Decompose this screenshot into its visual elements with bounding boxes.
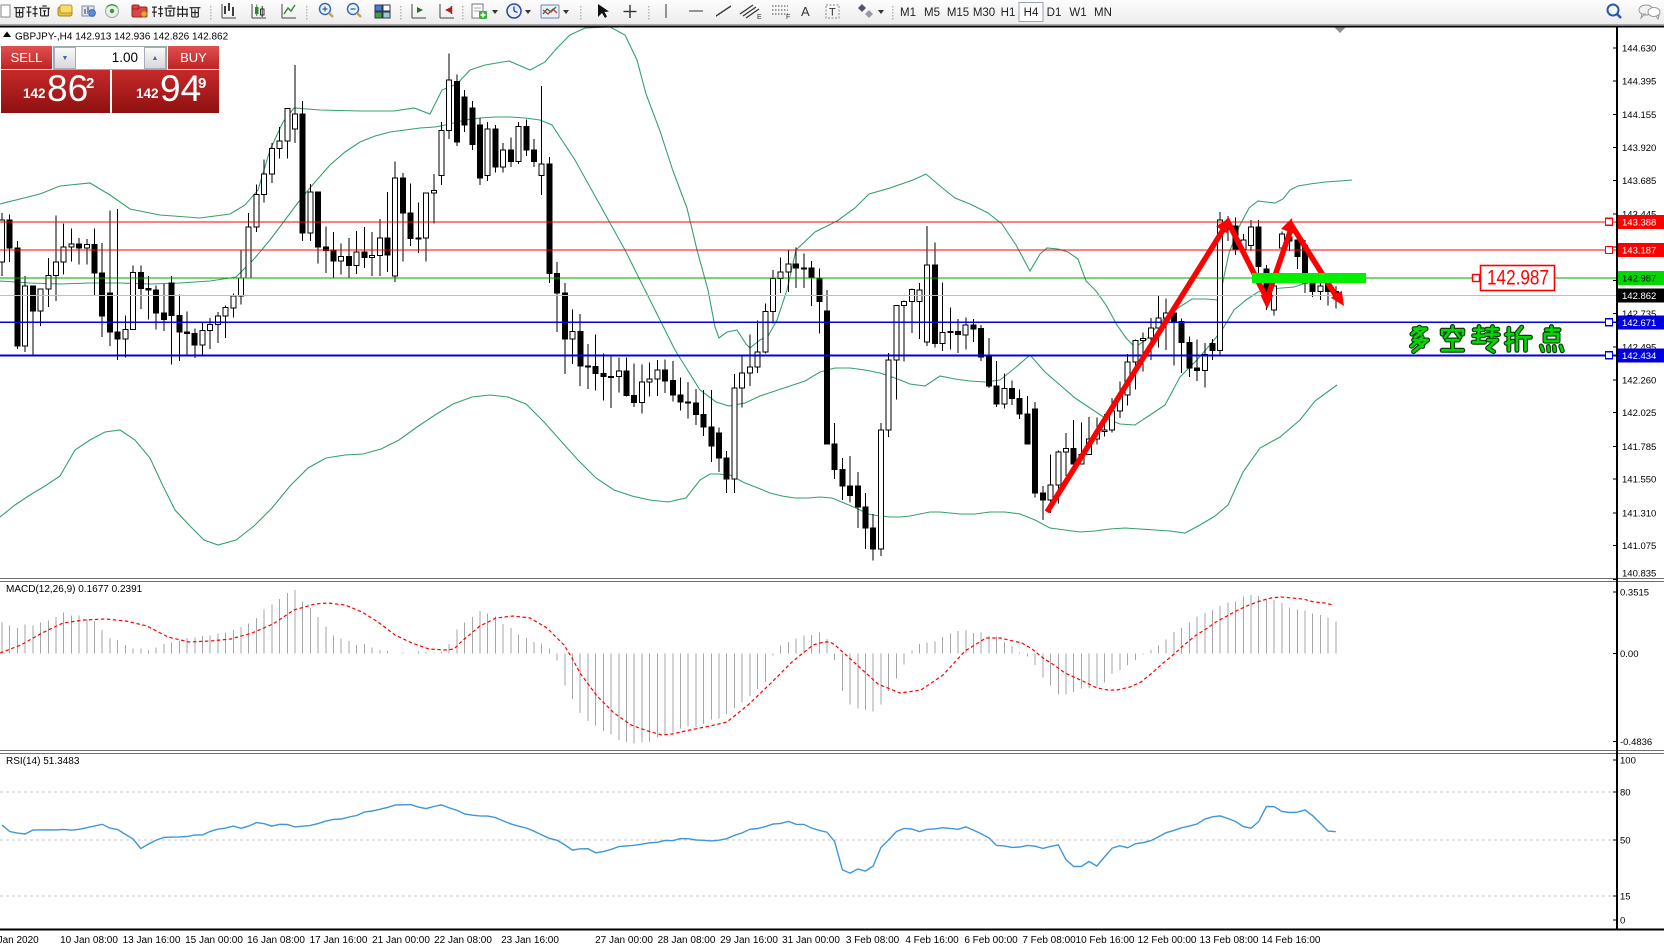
svg-text:H1: H1	[1001, 7, 1016, 19]
svg-text:142.260: 142.260	[1622, 375, 1656, 386]
svg-text:M1: M1	[900, 7, 916, 19]
svg-text:100: 100	[1620, 756, 1636, 767]
svg-text:28 Jan 08:00: 28 Jan 08:00	[658, 935, 716, 946]
svg-text:E: E	[757, 14, 762, 21]
svg-text:10 Jan 08:00: 10 Jan 08:00	[60, 935, 118, 946]
svg-text:31 Jan 00:00: 31 Jan 00:00	[782, 935, 840, 946]
svg-text:141.550: 141.550	[1622, 475, 1656, 486]
svg-text:142.987: 142.987	[1622, 274, 1656, 285]
svg-text:10 Feb 16:00: 10 Feb 16:00	[1076, 935, 1135, 946]
svg-text:141.310: 141.310	[1622, 508, 1656, 519]
svg-text:F: F	[786, 14, 790, 21]
svg-text:142.735: 142.735	[1622, 309, 1656, 320]
svg-text:142.862: 142.862	[1622, 291, 1656, 302]
svg-text:0: 0	[1620, 916, 1625, 927]
svg-text:143.685: 143.685	[1622, 176, 1656, 187]
svg-text:141.075: 141.075	[1622, 541, 1656, 552]
svg-text:143.920: 143.920	[1622, 143, 1656, 154]
svg-text:4 Feb 16:00: 4 Feb 16:00	[905, 935, 959, 946]
svg-text:3 Feb 08:00: 3 Feb 08:00	[846, 935, 900, 946]
svg-text:M30: M30	[973, 7, 995, 19]
svg-text:23 Jan 16:00: 23 Jan 16:00	[501, 935, 559, 946]
svg-text:H4: H4	[1024, 7, 1039, 19]
svg-text:15: 15	[1620, 892, 1631, 903]
svg-text:143.187: 143.187	[1622, 246, 1656, 257]
svg-text:12 Feb 00:00: 12 Feb 00:00	[1138, 935, 1197, 946]
svg-text:142.025: 142.025	[1622, 408, 1656, 419]
svg-text:144.395: 144.395	[1622, 76, 1656, 87]
svg-text:142.987: 142.987	[1487, 267, 1549, 290]
svg-text:140.835: 140.835	[1622, 569, 1656, 580]
svg-text:-0.4836: -0.4836	[1620, 737, 1652, 748]
svg-text:M15: M15	[947, 7, 969, 19]
svg-text:142.671: 142.671	[1622, 318, 1656, 329]
svg-text:13 Jan 16:00: 13 Jan 16:00	[123, 935, 181, 946]
svg-text:0.3515: 0.3515	[1620, 588, 1649, 599]
svg-text:0.00: 0.00	[1620, 649, 1639, 660]
svg-text:M5: M5	[924, 7, 940, 19]
svg-text:MN: MN	[1094, 7, 1112, 19]
svg-text:17 Jan 16:00: 17 Jan 16:00	[310, 935, 368, 946]
svg-text:142.434: 142.434	[1622, 351, 1656, 362]
svg-text:RSI(14) 51.3483: RSI(14) 51.3483	[6, 756, 80, 767]
svg-text:15 Jan 00:00: 15 Jan 00:00	[185, 935, 243, 946]
svg-text:143.388: 143.388	[1622, 217, 1656, 228]
svg-text:13 Feb 08:00: 13 Feb 08:00	[1200, 935, 1259, 946]
svg-text:W1: W1	[1069, 7, 1086, 19]
svg-text:22 Jan 08:00: 22 Jan 08:00	[434, 935, 492, 946]
svg-text:14 Feb 16:00: 14 Feb 16:00	[1262, 935, 1321, 946]
svg-text:MACD(12,26,9) 0.1677 0.2391: MACD(12,26,9) 0.1677 0.2391	[6, 584, 143, 595]
svg-text:141.785: 141.785	[1622, 442, 1656, 453]
svg-text:144.155: 144.155	[1622, 110, 1656, 121]
svg-text:6 Feb 00:00: 6 Feb 00:00	[964, 935, 1018, 946]
svg-text:144.630: 144.630	[1622, 44, 1656, 55]
svg-text:27 Jan 00:00: 27 Jan 00:00	[595, 935, 653, 946]
svg-text:D1: D1	[1047, 7, 1062, 19]
svg-text:9 Jan 2020: 9 Jan 2020	[0, 935, 39, 946]
svg-text:16 Jan 08:00: 16 Jan 08:00	[247, 935, 305, 946]
svg-text:7 Feb 08:00: 7 Feb 08:00	[1022, 935, 1076, 946]
svg-text:21 Jan 00:00: 21 Jan 00:00	[372, 935, 430, 946]
svg-text:50: 50	[1620, 836, 1631, 847]
svg-text:142.495: 142.495	[1622, 342, 1656, 353]
svg-text:29 Jan 16:00: 29 Jan 16:00	[720, 935, 778, 946]
svg-text:A: A	[801, 4, 810, 19]
svg-text:GBPJPY-,H4 142.913 142.936 14: GBPJPY-,H4 142.913 142.936 142.826 142.8…	[15, 32, 229, 43]
svg-text:T: T	[829, 7, 836, 19]
svg-text:80: 80	[1620, 788, 1631, 799]
